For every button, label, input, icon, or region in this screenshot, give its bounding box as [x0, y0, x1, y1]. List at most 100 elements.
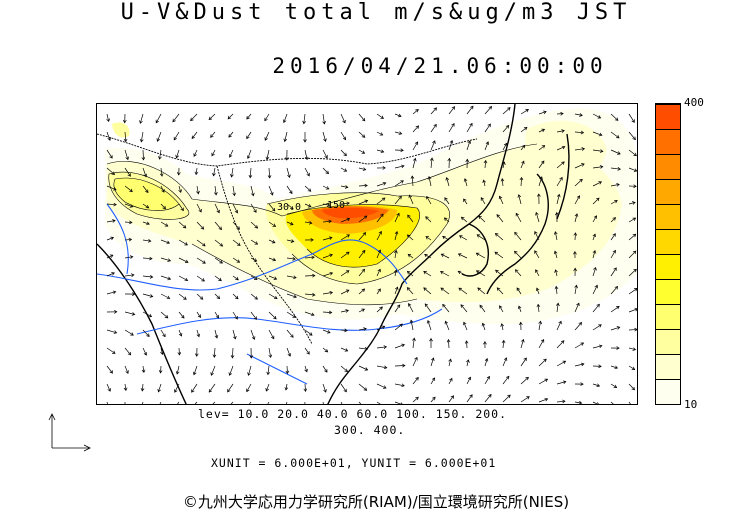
- wind-vector: [427, 320, 432, 331]
- wind-vector-head: [554, 285, 559, 290]
- wind-vector-head: [248, 174, 253, 179]
- wind-vector: [159, 149, 162, 160]
- wind-vector-head: [444, 320, 449, 325]
- wind-vector-head: [592, 233, 597, 238]
- wind-vector: [376, 306, 383, 313]
- wind-vector-head: [451, 106, 456, 110]
- wind-vector: [142, 221, 150, 225]
- wind-vector: [394, 286, 398, 295]
- wind-vector: [412, 125, 419, 133]
- wind-vector-head: [407, 253, 412, 258]
- wind-vector: [628, 329, 637, 331]
- wind-vector: [191, 383, 198, 393]
- wind-vector-head: [227, 388, 231, 393]
- wind-vector: [358, 149, 365, 154]
- wind-vector: [155, 113, 162, 123]
- wind-vector: [286, 311, 296, 318]
- wind-vector: [376, 325, 385, 331]
- wind-vector: [628, 167, 637, 172]
- wind-vector-head: [112, 290, 117, 295]
- wind-vector-head: [573, 267, 578, 272]
- wind-vector: [322, 185, 329, 190]
- wind-vector: [358, 328, 367, 331]
- wind-vector: [124, 383, 127, 391]
- wind-vector-head: [139, 120, 143, 124]
- wind-vector: [407, 214, 414, 223]
- wind-vector-head: [580, 382, 584, 386]
- wind-vector: [394, 323, 403, 331]
- wind-vector-head: [161, 189, 165, 193]
- wind-vector-head: [521, 160, 525, 165]
- wind-vector: [124, 274, 134, 277]
- wind-vector: [463, 322, 468, 331]
- wind-vector: [304, 401, 306, 404]
- wind-vector: [304, 293, 315, 296]
- wind-vector: [340, 218, 350, 223]
- wind-vector-head: [216, 209, 220, 214]
- wind-vector-head: [323, 138, 327, 143]
- wind-vector-head: [379, 132, 384, 136]
- wind-vector-head: [579, 113, 583, 117]
- wind-vector-head: [406, 234, 411, 239]
- dust-band-60: [113, 178, 179, 211]
- wind-vector: [106, 254, 114, 259]
- wind-vector: [178, 257, 189, 263]
- wind-vector-head: [383, 385, 387, 389]
- wind-vector-head: [287, 353, 292, 357]
- wind-vector-head: [613, 267, 617, 271]
- wind-vector: [502, 394, 511, 403]
- wind-vector-head: [361, 288, 366, 293]
- wind-vector: [322, 131, 326, 142]
- wind-vector-head: [396, 212, 400, 217]
- wind-vector-head: [346, 234, 350, 238]
- wind-vector: [502, 125, 509, 133]
- wind-vector: [430, 377, 435, 385]
- wind-vector-head: [147, 239, 152, 243]
- wind-vector: [628, 268, 637, 277]
- wind-vector-head: [631, 386, 635, 391]
- wind-vector-head: [415, 376, 419, 381]
- wind-vector: [441, 253, 450, 259]
- wind-vector-head: [469, 394, 473, 398]
- wind-vector: [211, 149, 216, 156]
- wind-vector: [461, 216, 468, 223]
- wind-vector-head: [326, 330, 331, 334]
- wind-vector: [484, 376, 490, 385]
- wind-vector: [574, 342, 584, 349]
- wind-vector: [358, 131, 366, 138]
- wind-vector-head: [597, 115, 602, 119]
- wind-vector-head: [324, 348, 329, 353]
- wind-vector: [444, 197, 450, 205]
- wind-vector: [592, 113, 601, 119]
- wind-vector-head: [613, 384, 618, 388]
- wind-vector: [264, 131, 270, 141]
- wind-vector: [424, 303, 432, 313]
- wind-vector-head: [129, 188, 133, 193]
- wind-vector: [142, 185, 149, 193]
- wind-vector: [496, 214, 504, 223]
- wind-vector: [520, 109, 529, 115]
- wind-vector-head: [192, 371, 197, 376]
- wind-vector: [458, 253, 468, 259]
- wind-vector-head: [467, 376, 472, 381]
- wind-vector-head: [180, 207, 184, 212]
- wind-vector: [304, 149, 308, 160]
- wind-vector: [376, 269, 381, 277]
- wind-vector: [412, 396, 419, 403]
- wind-vector-head: [543, 358, 547, 363]
- wind-vector: [515, 269, 522, 277]
- wind-vector-head: [328, 310, 333, 315]
- wind-vector-head: [254, 276, 258, 280]
- wind-vector-head: [632, 233, 637, 238]
- wind-vector: [286, 185, 293, 194]
- wind-vector: [466, 377, 471, 385]
- wind-vector-head: [208, 116, 213, 121]
- wind-vector: [340, 234, 350, 241]
- wind-vector: [520, 145, 526, 151]
- wind-vector-head: [599, 165, 604, 169]
- wind-vector: [556, 381, 566, 385]
- wind-vector: [304, 365, 308, 372]
- wind-vector: [554, 251, 558, 259]
- wind-vector-head: [617, 151, 621, 155]
- wind-vector: [484, 123, 491, 133]
